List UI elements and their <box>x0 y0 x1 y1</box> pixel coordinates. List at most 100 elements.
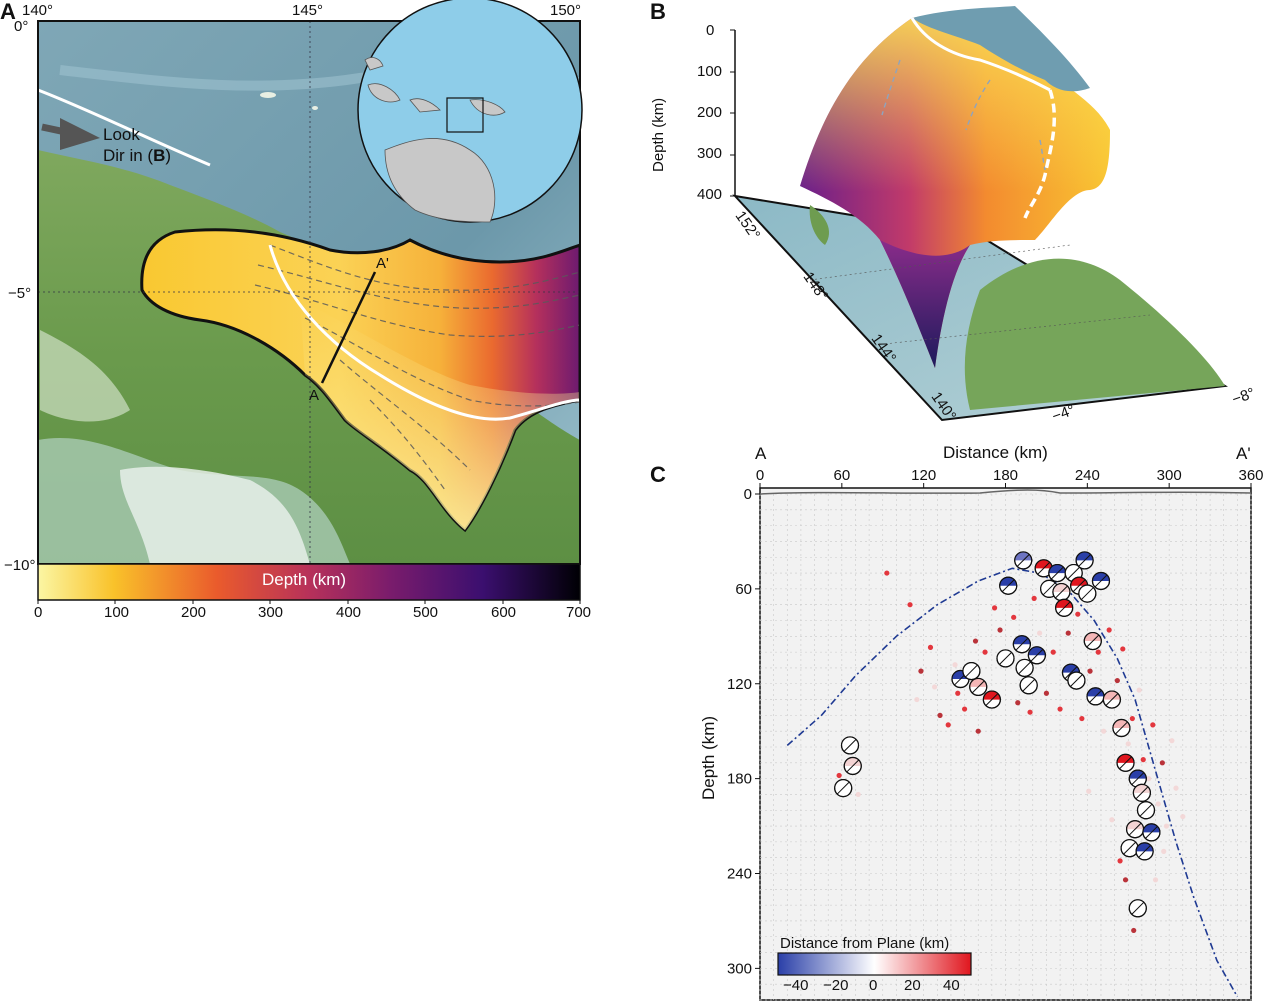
lat-tick-minus5: −5° <box>8 285 32 302</box>
c-legend-tick-20: 20 <box>904 977 921 994</box>
c-x-tick-label: 300 <box>1157 467 1182 484</box>
b-ocean-top <box>912 6 1090 92</box>
c-beachball <box>1014 551 1033 570</box>
c-x-tick-label: 240 <box>1075 467 1100 484</box>
c-event <box>982 649 988 655</box>
lat-tick-0: 0° <box>14 18 29 35</box>
c-event <box>1163 823 1170 829</box>
cbar-tick-500: 500 <box>413 604 439 621</box>
inset-extent-box <box>446 97 484 133</box>
c-beachball <box>1012 635 1031 654</box>
trench-line-north <box>38 88 211 167</box>
c-event <box>1106 627 1112 633</box>
c-grid <box>759 493 1252 1001</box>
c-event <box>1161 848 1167 854</box>
c-beachball <box>843 756 862 776</box>
c-beachball <box>996 649 1015 668</box>
panel-b-letter: B <box>650 0 666 24</box>
c-event <box>1075 611 1081 617</box>
c-event <box>884 570 890 576</box>
c-beachball <box>834 779 853 798</box>
panel-c-letter: C <box>650 462 666 487</box>
c-beachball <box>1075 551 1094 570</box>
panel-b-3d <box>730 6 1228 422</box>
look-dir-line1: Look <box>103 125 140 144</box>
c-y-tick-label: 240 <box>727 866 752 883</box>
c-beachball <box>1112 718 1131 738</box>
c-y-tick-label: 60 <box>735 581 752 598</box>
c-event <box>1117 858 1123 864</box>
lat-tick-minus10: −10° <box>4 557 36 574</box>
c-beachball <box>1052 582 1071 602</box>
c-beachball <box>1142 823 1161 842</box>
section-label-a: A <box>309 387 320 404</box>
cbar-tick-600: 600 <box>491 604 517 621</box>
panel-c-chart: 0 60 120 180 240 300 360 0 60 120 180 240 300 <box>727 467 1264 1001</box>
c-legend-tick-0: 0 <box>869 977 878 994</box>
c-event <box>907 602 913 608</box>
c-beachball <box>1048 563 1067 583</box>
c-event <box>1079 715 1085 722</box>
panel-a-map <box>37 0 583 604</box>
b-depth-100: 100 <box>697 63 723 80</box>
trench-line-south <box>268 244 580 421</box>
cbar-tick-300: 300 <box>258 604 284 621</box>
c-beachball <box>1027 646 1046 665</box>
c-event <box>931 684 938 690</box>
c-event <box>991 605 998 611</box>
c-beachball <box>1132 783 1151 802</box>
c-event <box>1043 690 1050 696</box>
c-event <box>997 627 1003 633</box>
c-x-tick-label: 0 <box>756 467 764 484</box>
c-beachball <box>1019 676 1038 695</box>
c-event <box>1155 801 1161 807</box>
c-event <box>918 668 924 674</box>
cbar-tick-700: 700 <box>566 604 592 621</box>
c-event <box>1087 668 1093 674</box>
b-depth-400: 400 <box>697 186 723 203</box>
c-beachball <box>1136 801 1156 820</box>
c-label-a-prime: A' <box>1236 444 1251 463</box>
c-y-tick-label: 180 <box>727 771 752 788</box>
c-event <box>1031 595 1037 601</box>
c-beachball <box>1067 671 1086 690</box>
c-event <box>1169 738 1175 744</box>
c-x-title: Distance (km) <box>943 443 1048 462</box>
c-event <box>1173 785 1179 791</box>
colorbar-title: Depth (km) <box>262 570 347 589</box>
b-floor-land <box>964 258 1225 410</box>
c-legend-tick-40: 40 <box>943 977 960 994</box>
c-beachball <box>1135 842 1154 861</box>
c-event <box>1122 877 1129 883</box>
c-beachball <box>982 690 1001 709</box>
c-x-tick-label: 180 <box>993 467 1018 484</box>
c-event <box>1125 741 1131 747</box>
lon-tick-150: 150° <box>550 2 582 19</box>
c-beachball <box>1015 658 1034 678</box>
c-beachball <box>1086 687 1105 706</box>
section-label-a-prime: A' <box>376 255 389 272</box>
c-event <box>1027 709 1033 715</box>
c-event <box>975 728 981 734</box>
c-event <box>1159 760 1165 766</box>
c-event <box>952 662 958 668</box>
c-event <box>855 791 861 798</box>
c-event <box>1120 646 1126 652</box>
b-depth-0: 0 <box>706 22 715 39</box>
c-x-tick-label: 360 <box>1238 467 1263 484</box>
c-event <box>1131 927 1137 934</box>
c-x-tick-label: 60 <box>833 467 850 484</box>
c-beachball <box>1120 839 1139 858</box>
c-event <box>1146 776 1152 782</box>
c-event <box>961 706 968 712</box>
c-beachball <box>1102 690 1121 709</box>
c-event <box>1086 788 1092 794</box>
c-beachball <box>1078 584 1097 603</box>
c-event <box>1065 630 1071 636</box>
c-event <box>1150 722 1156 728</box>
c-y-tick-label: 120 <box>727 676 752 693</box>
c-events <box>836 570 1186 934</box>
c-event <box>914 696 920 703</box>
c-event <box>955 690 961 696</box>
c-axis-ticks: 0 60 120 180 240 300 360 0 60 120 180 240 300 <box>727 467 1264 977</box>
